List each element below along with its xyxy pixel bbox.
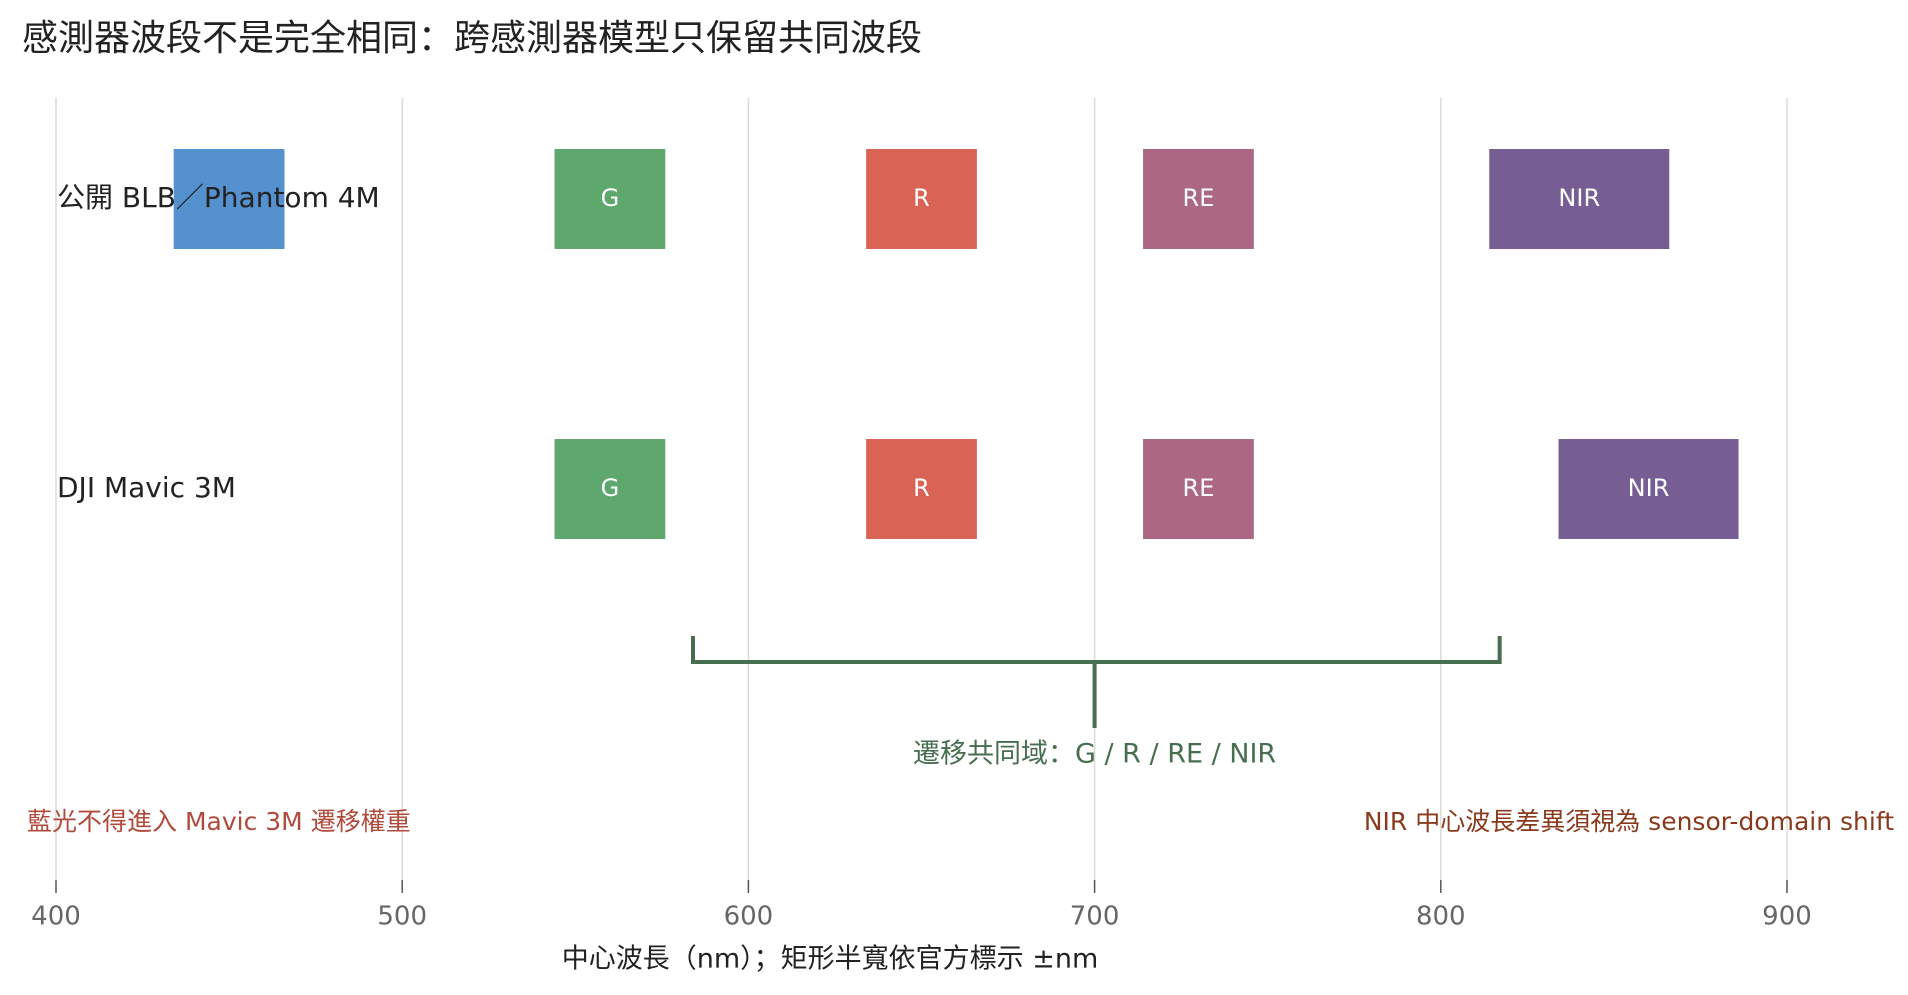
- x-tick-label: 400: [31, 902, 81, 932]
- annotation: 藍光不得進入 Mavic 3M 遷移權重: [27, 807, 411, 836]
- x-tick-label: 500: [377, 902, 427, 932]
- band-rect: [554, 439, 666, 539]
- annotation: NIR 中心波長差異須視為 sensor-domain shift: [1364, 807, 1894, 836]
- row-label: DJI Mavic 3M: [57, 471, 236, 504]
- x-axis-label: 中心波長（nm）；矩形半寬依官方標示 ±nm: [562, 944, 1099, 975]
- band-label: G: [601, 474, 620, 502]
- band-label: NIR: [1628, 474, 1670, 502]
- x-tick-label: 900: [1762, 902, 1812, 932]
- x-tick-label: 800: [1416, 902, 1466, 932]
- x-tick-label: 700: [1070, 902, 1120, 932]
- band-rect: [1143, 439, 1254, 539]
- band-label: G: [601, 184, 620, 212]
- bracket: [691, 636, 1502, 664]
- chart-title: 感測器波段不是完全相同：跨感測器模型只保留共同波段: [22, 18, 922, 59]
- band-label: RE: [1183, 474, 1215, 502]
- band-rect: [866, 149, 977, 249]
- band-label: R: [913, 474, 930, 502]
- band-label: RE: [1183, 184, 1215, 212]
- band-rect: [173, 149, 285, 249]
- band-rect: [866, 439, 977, 539]
- x-tick-label: 600: [724, 902, 774, 932]
- band-rect: [1558, 439, 1739, 539]
- band-rect: [1143, 149, 1254, 249]
- band-label: NIR: [1558, 184, 1600, 212]
- band-label: R: [913, 184, 930, 212]
- band-rect: [554, 149, 666, 249]
- bracket-label: 遷移共同域：G / R / RE / NIR: [913, 739, 1276, 770]
- row-label: 公開 BLB／Phantom 4M: [57, 181, 380, 214]
- band-rect: [1489, 149, 1670, 249]
